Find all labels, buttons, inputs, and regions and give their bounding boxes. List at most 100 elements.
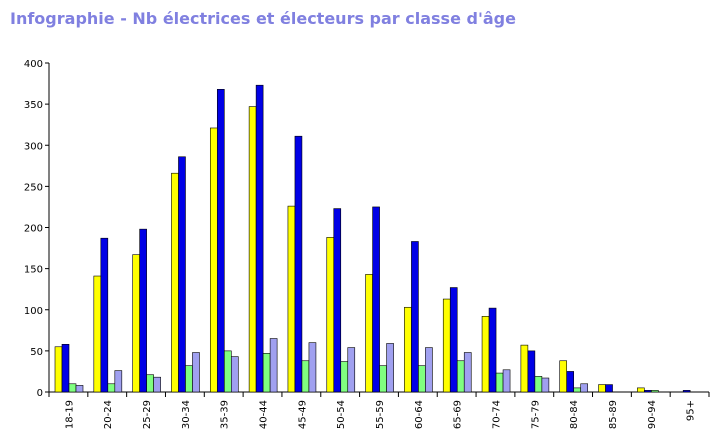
bar-75-79-s1 (520, 344, 529, 393)
y-tick-label: 150 (24, 265, 43, 276)
bar-18-19-s4 (75, 385, 84, 393)
bar-90-94-s2 (644, 390, 652, 393)
x-tick-label-group: 40-44 (259, 400, 270, 429)
bar-80-84-s3 (573, 387, 582, 393)
x-tick-label-group: 18-19 (64, 400, 75, 429)
x-tick-label-group: 45-49 (297, 400, 308, 429)
bar-60-64-s4 (425, 347, 433, 393)
bar-45-49-s1 (287, 205, 296, 393)
bar-45-49-s4 (308, 342, 317, 393)
bar-90-94-s1 (637, 387, 645, 393)
bar-30-34-s4 (192, 352, 200, 393)
bar-45-49-s2 (294, 135, 303, 393)
bar-20-24-s3 (107, 383, 116, 393)
y-tick: 350 (24, 100, 49, 111)
bar-85-89-s1 (598, 384, 606, 393)
x-tick-label: 35-39 (220, 400, 231, 429)
bar-70-74-s4 (502, 369, 511, 393)
y-tick: 250 (24, 182, 49, 193)
bar-25-29-s2 (139, 228, 147, 393)
x-tick-label: 45-49 (297, 400, 308, 429)
x-axis: 18-19 20-24 25-29 30-34 35-39 40-44 45-49 50-54… (48, 391, 710, 429)
bar-65-69-s4 (463, 352, 472, 393)
bar-40-44-s4 (269, 338, 278, 393)
bar-65-69-s1 (442, 298, 451, 393)
x-tick-label: 40-44 (259, 400, 270, 429)
x-tick-label: 80-84 (569, 400, 580, 429)
x-tick-label: 75-79 (530, 400, 541, 429)
bar-35-39-s2 (216, 89, 225, 393)
x-tick-label: 90-94 (647, 400, 658, 429)
x-tick-label-group: 80-84 (569, 400, 580, 429)
x-tick-label-group: 35-39 (220, 400, 231, 429)
x-tick-label-group: 20-24 (103, 400, 114, 429)
bar-50-54-s2 (333, 208, 342, 393)
bar-90-94-s3 (651, 390, 659, 393)
y-tick-label: 0 (37, 388, 43, 399)
y-tick-label: 400 (24, 59, 43, 70)
bar-40-44-s1 (248, 106, 257, 393)
bar-55-59-s4 (386, 343, 394, 393)
x-tick-label: 95+ (686, 400, 697, 421)
bar-18-19-s1 (54, 346, 63, 393)
bar-80-84-s2 (566, 371, 575, 393)
y-axis: 0 50 100 150 200 250 300 350 400 (24, 59, 50, 399)
bar-25-29-s3 (146, 374, 154, 393)
y-tick: 200 (24, 224, 49, 235)
bar-45-49-s3 (301, 360, 310, 393)
bar-70-74-s1 (481, 316, 490, 393)
x-tick-label: 55-59 (375, 400, 386, 429)
bar-60-64-s2 (411, 241, 419, 393)
bar-80-84-s1 (559, 360, 568, 393)
bar-75-79-s4 (541, 377, 550, 393)
x-tick-label-group: 90-94 (647, 400, 658, 429)
y-tick: 50 (30, 347, 49, 358)
bar-80-84-s4 (580, 383, 589, 393)
bar-35-39-s1 (209, 127, 218, 393)
x-tick-label-group: 60-64 (414, 400, 425, 429)
bar-60-64-s1 (404, 306, 412, 393)
bar-30-34-s1 (171, 172, 179, 393)
bar-30-34-s3 (185, 365, 193, 393)
bar-95+-s2 (682, 390, 691, 393)
bar-50-54-s1 (326, 237, 335, 393)
x-tick-label: 70-74 (491, 400, 502, 429)
bar-18-19-s2 (61, 343, 70, 393)
x-tick-label-group: 85-89 (608, 400, 619, 429)
x-tick-label: 18-19 (64, 400, 75, 429)
bar-65-69-s2 (449, 287, 458, 393)
bar-60-64-s3 (418, 365, 426, 393)
bar-35-39-s3 (223, 350, 232, 393)
y-tick: 150 (24, 265, 49, 276)
bar-70-74-s3 (495, 372, 504, 393)
bar-40-44-s2 (255, 84, 264, 393)
bar-55-59-s1 (365, 274, 373, 393)
x-tick-label: 30-34 (181, 400, 192, 429)
bars (54, 84, 691, 393)
bar-25-29-s1 (132, 254, 140, 393)
bar-85-89-s2 (605, 384, 613, 393)
x-tick-label-group: 25-29 (142, 400, 153, 429)
x-tick-label-group: 70-74 (491, 400, 502, 429)
x-tick-label-group: 95+ (686, 400, 697, 421)
x-tick-label: 65-69 (453, 400, 464, 429)
bar-20-24-s4 (114, 370, 123, 393)
x-tick-label-group: 65-69 (453, 400, 464, 429)
y-tick: 300 (24, 141, 49, 152)
y-tick-label: 50 (30, 347, 43, 358)
x-tick-label: 50-54 (336, 400, 347, 429)
y-tick-label: 100 (24, 306, 43, 317)
x-tick-label-group: 75-79 (530, 400, 541, 429)
bar-20-24-s2 (100, 237, 109, 393)
bar-40-44-s3 (262, 353, 271, 393)
x-tick-label: 85-89 (608, 400, 619, 429)
bar-55-59-s2 (372, 206, 380, 393)
bar-20-24-s1 (93, 275, 102, 393)
y-tick-label: 300 (24, 141, 43, 152)
bar-75-79-s3 (534, 376, 543, 393)
x-tick-label-group: 55-59 (375, 400, 386, 429)
y-tick-label: 200 (24, 224, 43, 235)
y-tick-label: 350 (24, 100, 43, 111)
y-tick: 100 (24, 306, 49, 317)
